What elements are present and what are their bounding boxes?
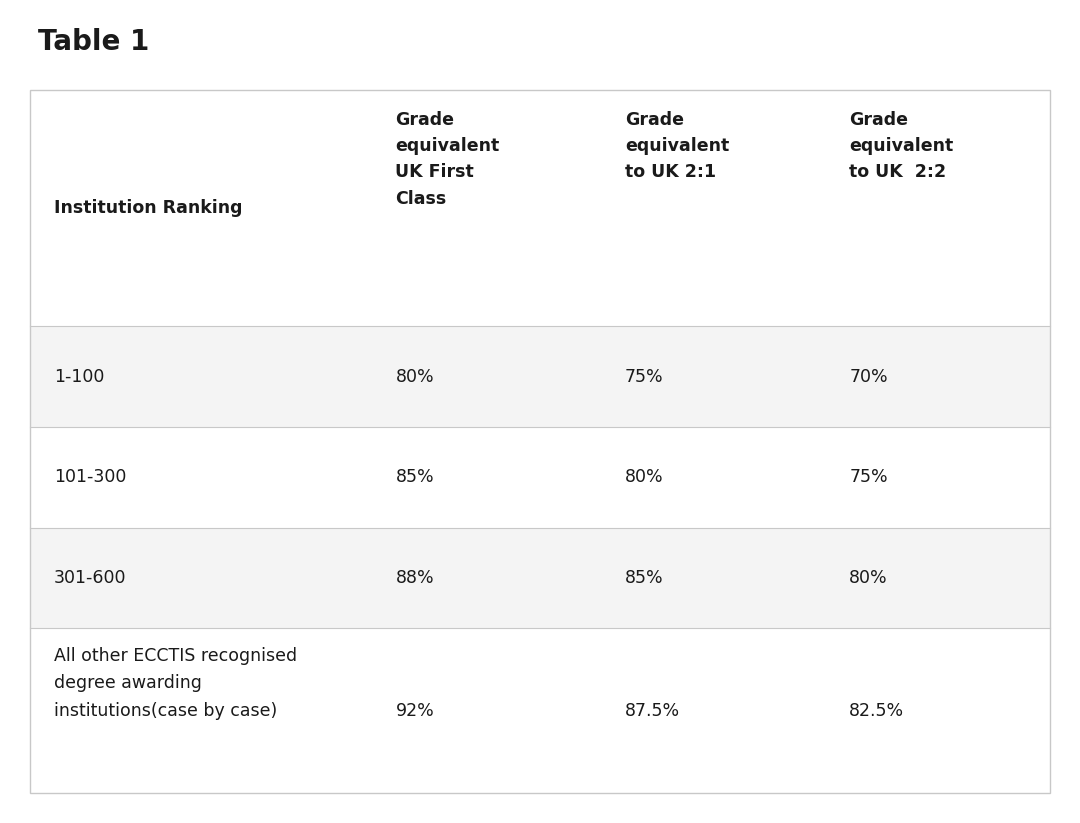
Text: 88%: 88% (395, 569, 434, 587)
Text: 80%: 80% (395, 368, 434, 386)
Text: 85%: 85% (625, 569, 663, 587)
Text: 70%: 70% (849, 368, 888, 386)
Text: Institution Ranking: Institution Ranking (54, 199, 242, 217)
Text: Table 1: Table 1 (38, 28, 149, 56)
Text: Grade
equivalent
to UK  2:2: Grade equivalent to UK 2:2 (849, 110, 954, 181)
Text: 80%: 80% (625, 468, 663, 486)
Text: 82.5%: 82.5% (849, 702, 904, 719)
Text: All other ECCTIS recognised
degree awarding
institutions(case by case): All other ECCTIS recognised degree award… (54, 647, 297, 720)
Text: 75%: 75% (625, 368, 663, 386)
Text: 1-100: 1-100 (54, 368, 104, 386)
Text: 101-300: 101-300 (54, 468, 126, 486)
Text: 301-600: 301-600 (54, 569, 126, 587)
Text: 80%: 80% (849, 569, 888, 587)
Text: 92%: 92% (395, 702, 434, 719)
Text: 87.5%: 87.5% (625, 702, 680, 719)
Text: Grade
equivalent
UK First
Class: Grade equivalent UK First Class (395, 110, 500, 207)
Text: 85%: 85% (395, 468, 434, 486)
Text: Grade
equivalent
to UK 2:1: Grade equivalent to UK 2:1 (625, 110, 729, 181)
Text: 75%: 75% (849, 468, 888, 486)
